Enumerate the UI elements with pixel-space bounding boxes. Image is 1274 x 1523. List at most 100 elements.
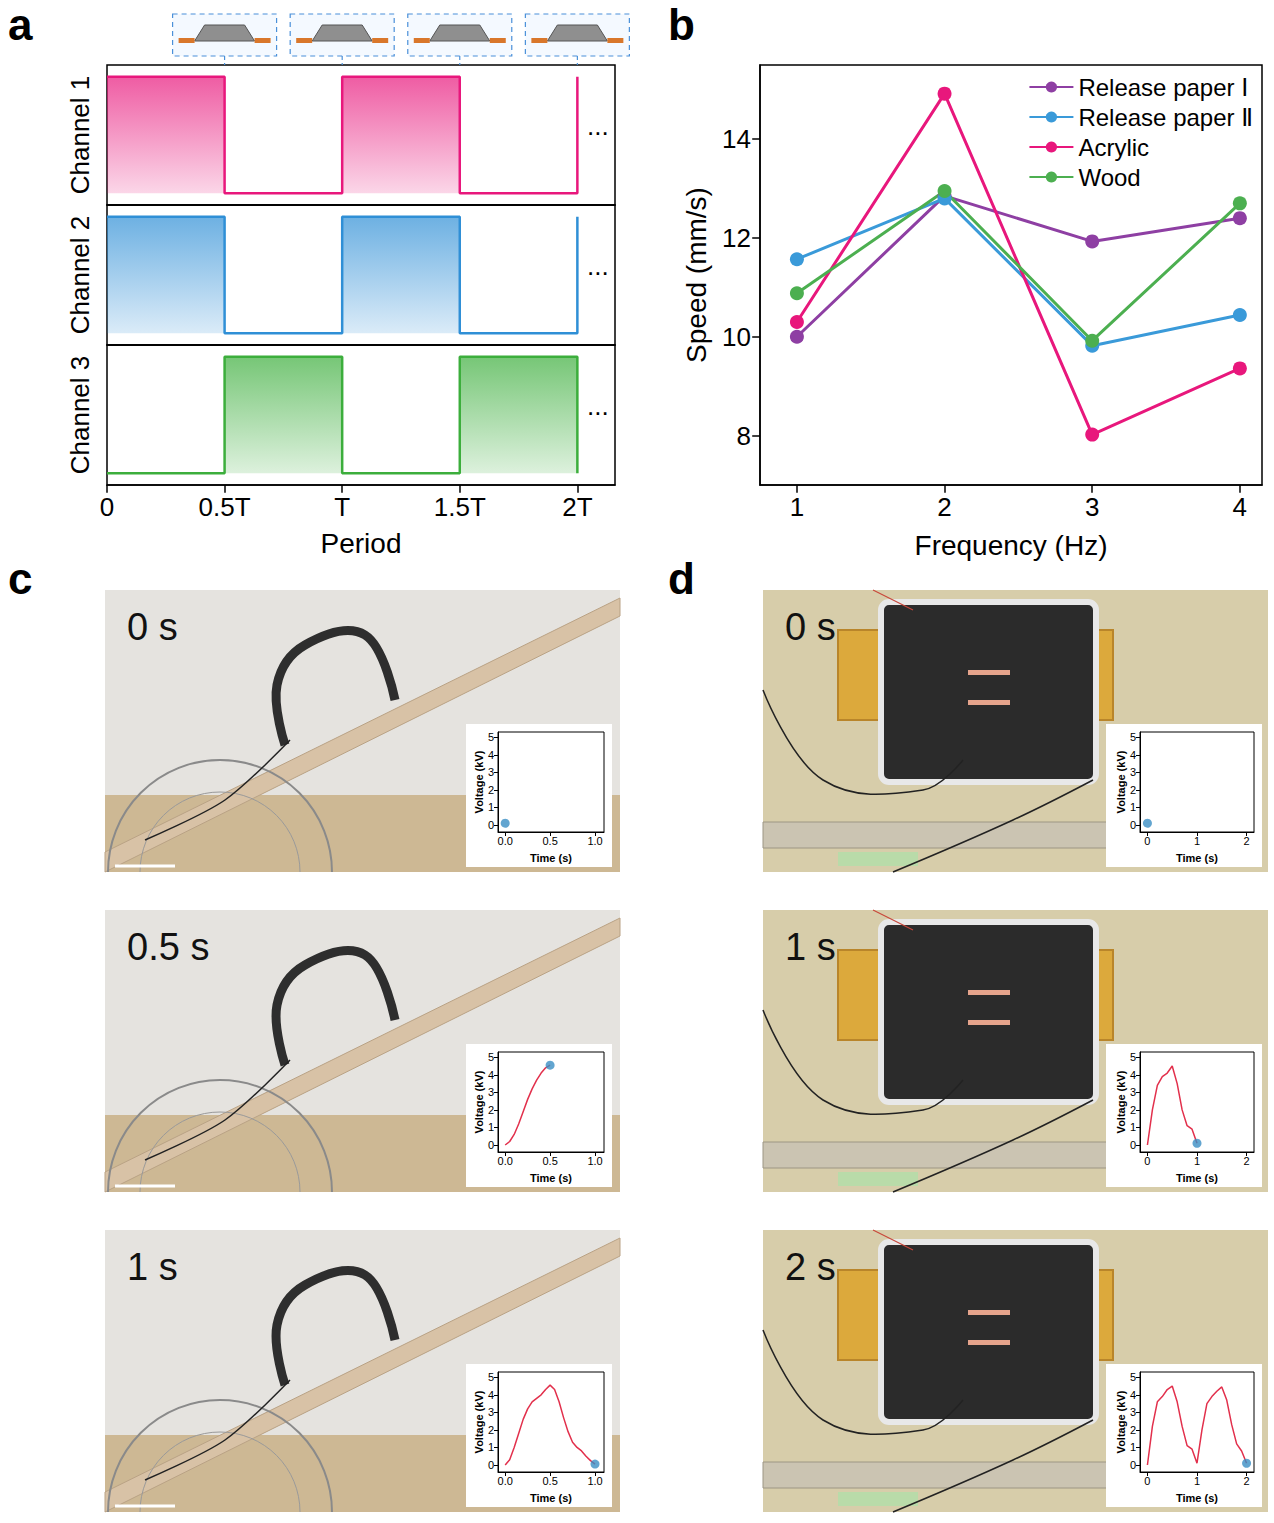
svg-text:Time (s): Time (s) [530,1492,572,1504]
svg-text:0: 0 [100,492,114,522]
svg-text:0.0: 0.0 [498,1155,513,1167]
svg-text:1: 1 [790,492,804,522]
svg-text:c: c [8,554,32,603]
svg-text:Frequency (Hz): Frequency (Hz) [915,530,1108,561]
svg-text:3: 3 [488,1406,494,1418]
svg-text:1: 1 [488,1121,494,1133]
svg-text:0: 0 [1130,1139,1136,1151]
svg-text:0: 0 [1144,835,1150,847]
svg-text:5: 5 [488,1051,494,1063]
svg-text:0.5 s: 0.5 s [127,926,209,968]
svg-text:2T: 2T [562,492,592,522]
svg-text:Release paper Ⅰ: Release paper Ⅰ [1078,74,1248,101]
svg-text:0: 0 [1144,1155,1150,1167]
svg-text:0: 0 [488,819,494,831]
svg-text:Speed (mm/s): Speed (mm/s) [681,187,712,363]
svg-text:3: 3 [1085,492,1099,522]
svg-text:0: 0 [1130,819,1136,831]
svg-text:1: 1 [1130,1121,1136,1133]
svg-text:1: 1 [488,801,494,813]
svg-text:Channel 3: Channel 3 [65,356,95,475]
svg-text:Voltage (kV): Voltage (kV) [473,1070,485,1133]
svg-text:14: 14 [722,124,751,154]
svg-text:Time (s): Time (s) [1176,1492,1218,1504]
svg-text:0: 0 [488,1139,494,1151]
svg-text:0: 0 [1130,1459,1136,1471]
svg-text:5: 5 [488,731,494,743]
svg-text:Time (s): Time (s) [1176,852,1218,864]
svg-text:Channel 2: Channel 2 [65,216,95,335]
svg-text:5: 5 [1130,1051,1136,1063]
svg-text:0 s: 0 s [127,606,178,648]
svg-text:a: a [8,0,33,49]
svg-text:4: 4 [488,1069,494,1081]
svg-text:Channel 1: Channel 1 [65,76,95,195]
svg-text:4: 4 [1130,1069,1136,1081]
svg-text:...: ... [587,111,609,141]
svg-text:3: 3 [1130,1406,1136,1418]
svg-text:d: d [668,554,695,603]
svg-text:5: 5 [488,1371,494,1383]
svg-text:Voltage (kV): Voltage (kV) [473,1390,485,1453]
svg-text:1.0: 1.0 [587,835,602,847]
svg-text:1: 1 [1130,1441,1136,1453]
svg-text:Voltage (kV): Voltage (kV) [1115,750,1127,813]
svg-text:5: 5 [1130,1371,1136,1383]
svg-text:8: 8 [736,421,750,451]
svg-text:1.0: 1.0 [587,1155,602,1167]
svg-text:Voltage (kV): Voltage (kV) [473,750,485,813]
svg-text:Period: Period [321,528,402,559]
svg-text:2: 2 [488,1424,494,1436]
svg-text:2: 2 [488,784,494,796]
svg-text:b: b [668,0,695,49]
svg-text:Time (s): Time (s) [1176,1172,1218,1184]
svg-text:...: ... [587,391,609,421]
svg-text:2: 2 [937,492,951,522]
svg-text:Acrylic: Acrylic [1078,134,1149,161]
svg-text:Release paper Ⅱ: Release paper Ⅱ [1078,104,1253,131]
svg-text:0.5T: 0.5T [199,492,251,522]
svg-text:4: 4 [1233,492,1247,522]
svg-text:1: 1 [488,1441,494,1453]
svg-text:0.5: 0.5 [542,1155,557,1167]
svg-text:4: 4 [1130,749,1136,761]
svg-text:0: 0 [488,1459,494,1471]
svg-text:5: 5 [1130,731,1136,743]
svg-text:2: 2 [1244,1475,1250,1487]
svg-text:Time (s): Time (s) [530,1172,572,1184]
svg-text:T: T [334,492,350,522]
svg-text:0.5: 0.5 [542,1475,557,1487]
svg-text:2 s: 2 s [785,1246,836,1288]
svg-text:3: 3 [1130,766,1136,778]
svg-text:0.0: 0.0 [498,835,513,847]
svg-text:2: 2 [488,1104,494,1116]
svg-text:0 s: 0 s [785,606,836,648]
svg-text:2: 2 [1130,784,1136,796]
svg-text:1 s: 1 s [785,926,836,968]
svg-text:Voltage (kV): Voltage (kV) [1115,1070,1127,1133]
svg-text:Time (s): Time (s) [530,852,572,864]
svg-text:4: 4 [488,749,494,761]
svg-text:1: 1 [1194,1155,1200,1167]
svg-text:0.0: 0.0 [498,1475,513,1487]
svg-text:1: 1 [1130,801,1136,813]
svg-text:3: 3 [488,766,494,778]
svg-text:2: 2 [1130,1424,1136,1436]
svg-text:3: 3 [488,1086,494,1098]
svg-text:1: 1 [1194,835,1200,847]
svg-text:0.5: 0.5 [542,835,557,847]
svg-text:2: 2 [1244,835,1250,847]
svg-text:12: 12 [722,223,751,253]
svg-text:1.0: 1.0 [587,1475,602,1487]
svg-text:1: 1 [1194,1475,1200,1487]
svg-text:10: 10 [722,322,751,352]
svg-text:...: ... [587,251,609,281]
svg-text:3: 3 [1130,1086,1136,1098]
svg-text:2: 2 [1244,1155,1250,1167]
svg-text:4: 4 [1130,1389,1136,1401]
svg-text:4: 4 [488,1389,494,1401]
svg-text:Wood: Wood [1078,164,1140,191]
svg-text:2: 2 [1130,1104,1136,1116]
svg-text:Voltage (kV): Voltage (kV) [1115,1390,1127,1453]
svg-text:0: 0 [1144,1475,1150,1487]
